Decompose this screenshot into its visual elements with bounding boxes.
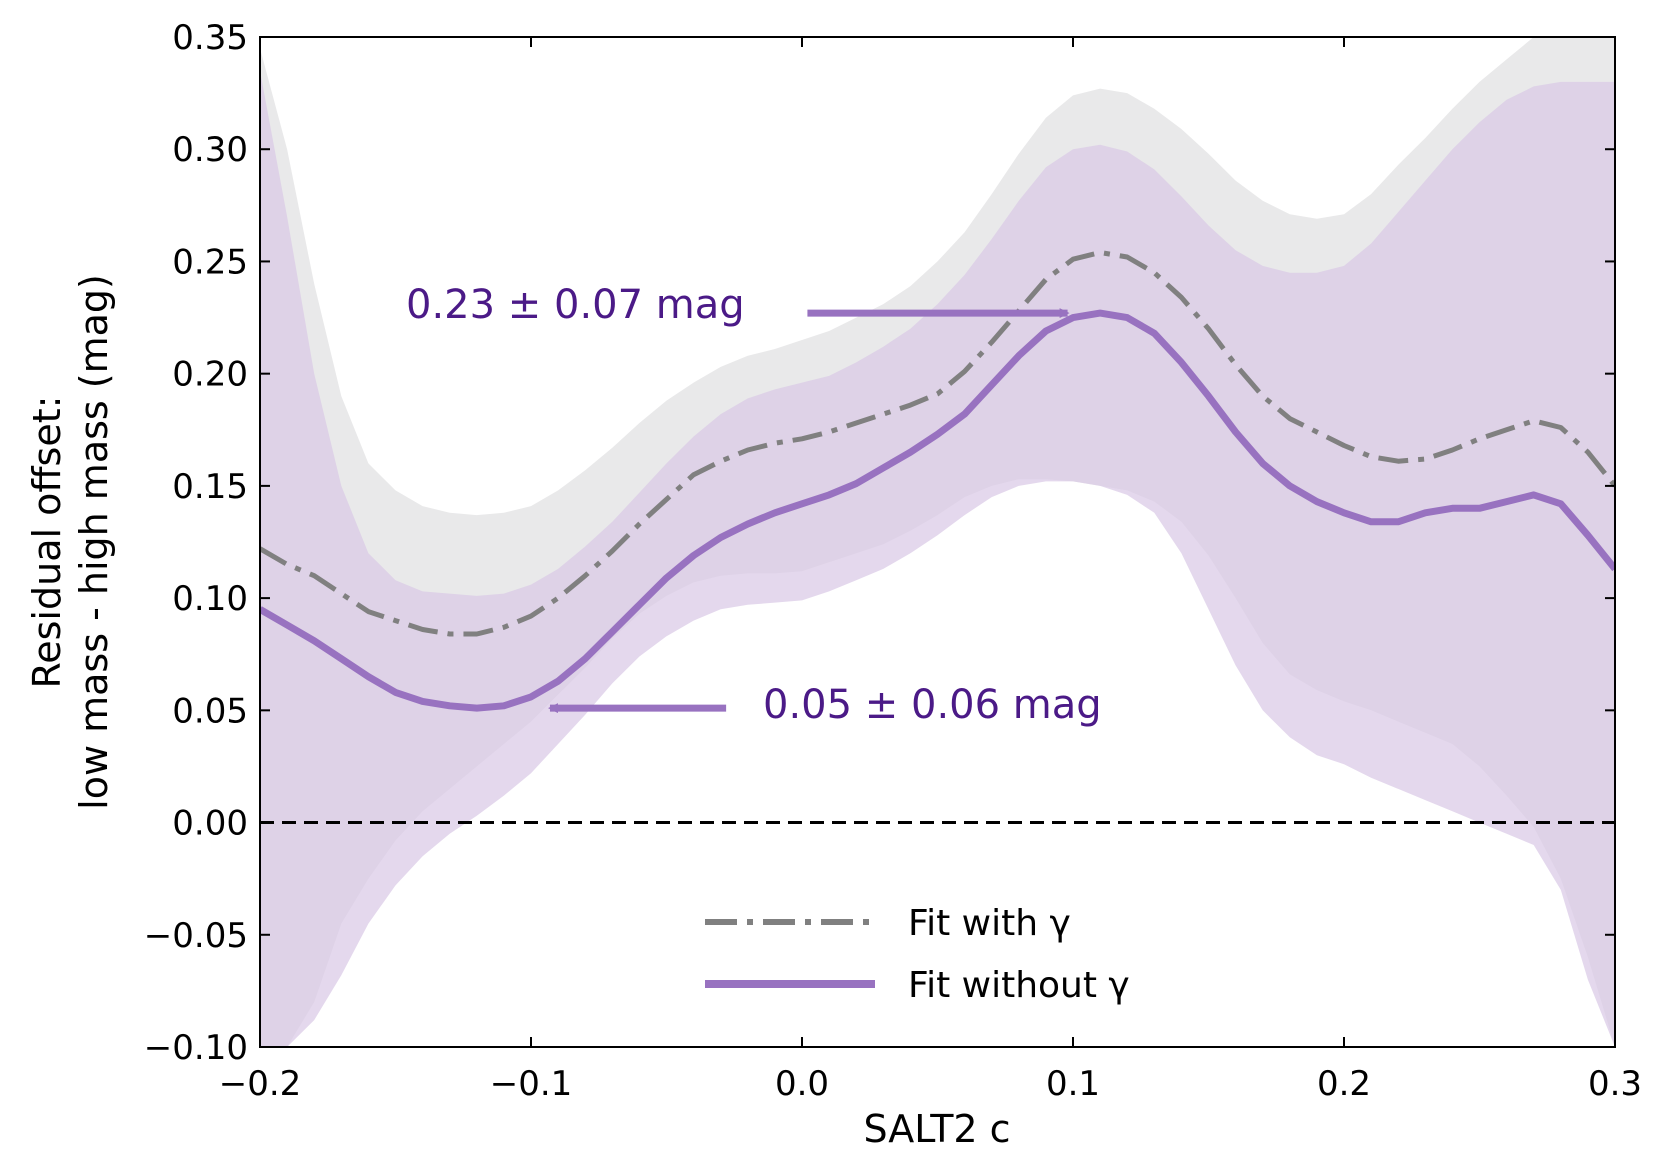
y-axis-ticks: −0.10 −0.05 0.00 0.05 0.10 0.15 0.20 0.25 0.30 0.… xyxy=(144,18,1615,1068)
y-tick-label: 0.05 xyxy=(172,691,248,731)
x-tick-label: −0.1 xyxy=(490,1064,573,1104)
legend-label-without-gamma: Fit without γ xyxy=(908,965,1130,1006)
y-tick-label: 0.00 xyxy=(172,804,248,844)
x-tick-label: −0.2 xyxy=(219,1064,302,1104)
x-tick-label: 0.2 xyxy=(1317,1064,1371,1104)
x-axis-label: SALT2 c xyxy=(863,1107,1010,1151)
annotations: 0.23 ± 0.07 mag 0.05 ± 0.06 mag xyxy=(406,282,1102,728)
x-axis-ticks: −0.2 −0.1 0.0 0.1 0.2 0.3 xyxy=(219,37,1642,1104)
y-axis-label-line1: Residual offset: xyxy=(25,396,69,689)
series-line-with-gamma xyxy=(260,250,1615,637)
y-tick-label: −0.10 xyxy=(144,1028,248,1068)
y-tick-label: 0.10 xyxy=(172,579,248,619)
y-tick-label: 0.35 xyxy=(172,18,248,58)
series-lines xyxy=(260,250,1615,712)
series-line-without-gamma xyxy=(260,309,1615,712)
plot-frame xyxy=(259,36,1616,1048)
x-tick-label: 0.1 xyxy=(1046,1064,1100,1104)
legend-label-with-gamma: Fit with γ xyxy=(908,903,1071,944)
y-tick-label: 0.30 xyxy=(172,130,248,170)
x-tick-label: 0.0 xyxy=(775,1064,829,1104)
band-without-gamma xyxy=(260,70,1615,1047)
y-axis-label-line2: low mass - high mass (mag) xyxy=(72,274,116,810)
annotation-low-text: 0.05 ± 0.06 mag xyxy=(763,682,1102,728)
y-tick-label: 0.15 xyxy=(172,467,248,507)
annotation-high-text: 0.23 ± 0.07 mag xyxy=(406,282,745,328)
legend: Fit with γ Fit without γ xyxy=(705,903,1130,1006)
y-tick-label: 0.20 xyxy=(172,355,248,395)
y-tick-label: 0.25 xyxy=(172,242,248,282)
confidence-bands xyxy=(260,37,1615,1047)
x-tick-label: 0.3 xyxy=(1588,1064,1642,1104)
y-tick-label: −0.05 xyxy=(144,916,248,956)
y-axis-label: Residual offset: low mass - high mass (m… xyxy=(25,274,116,810)
